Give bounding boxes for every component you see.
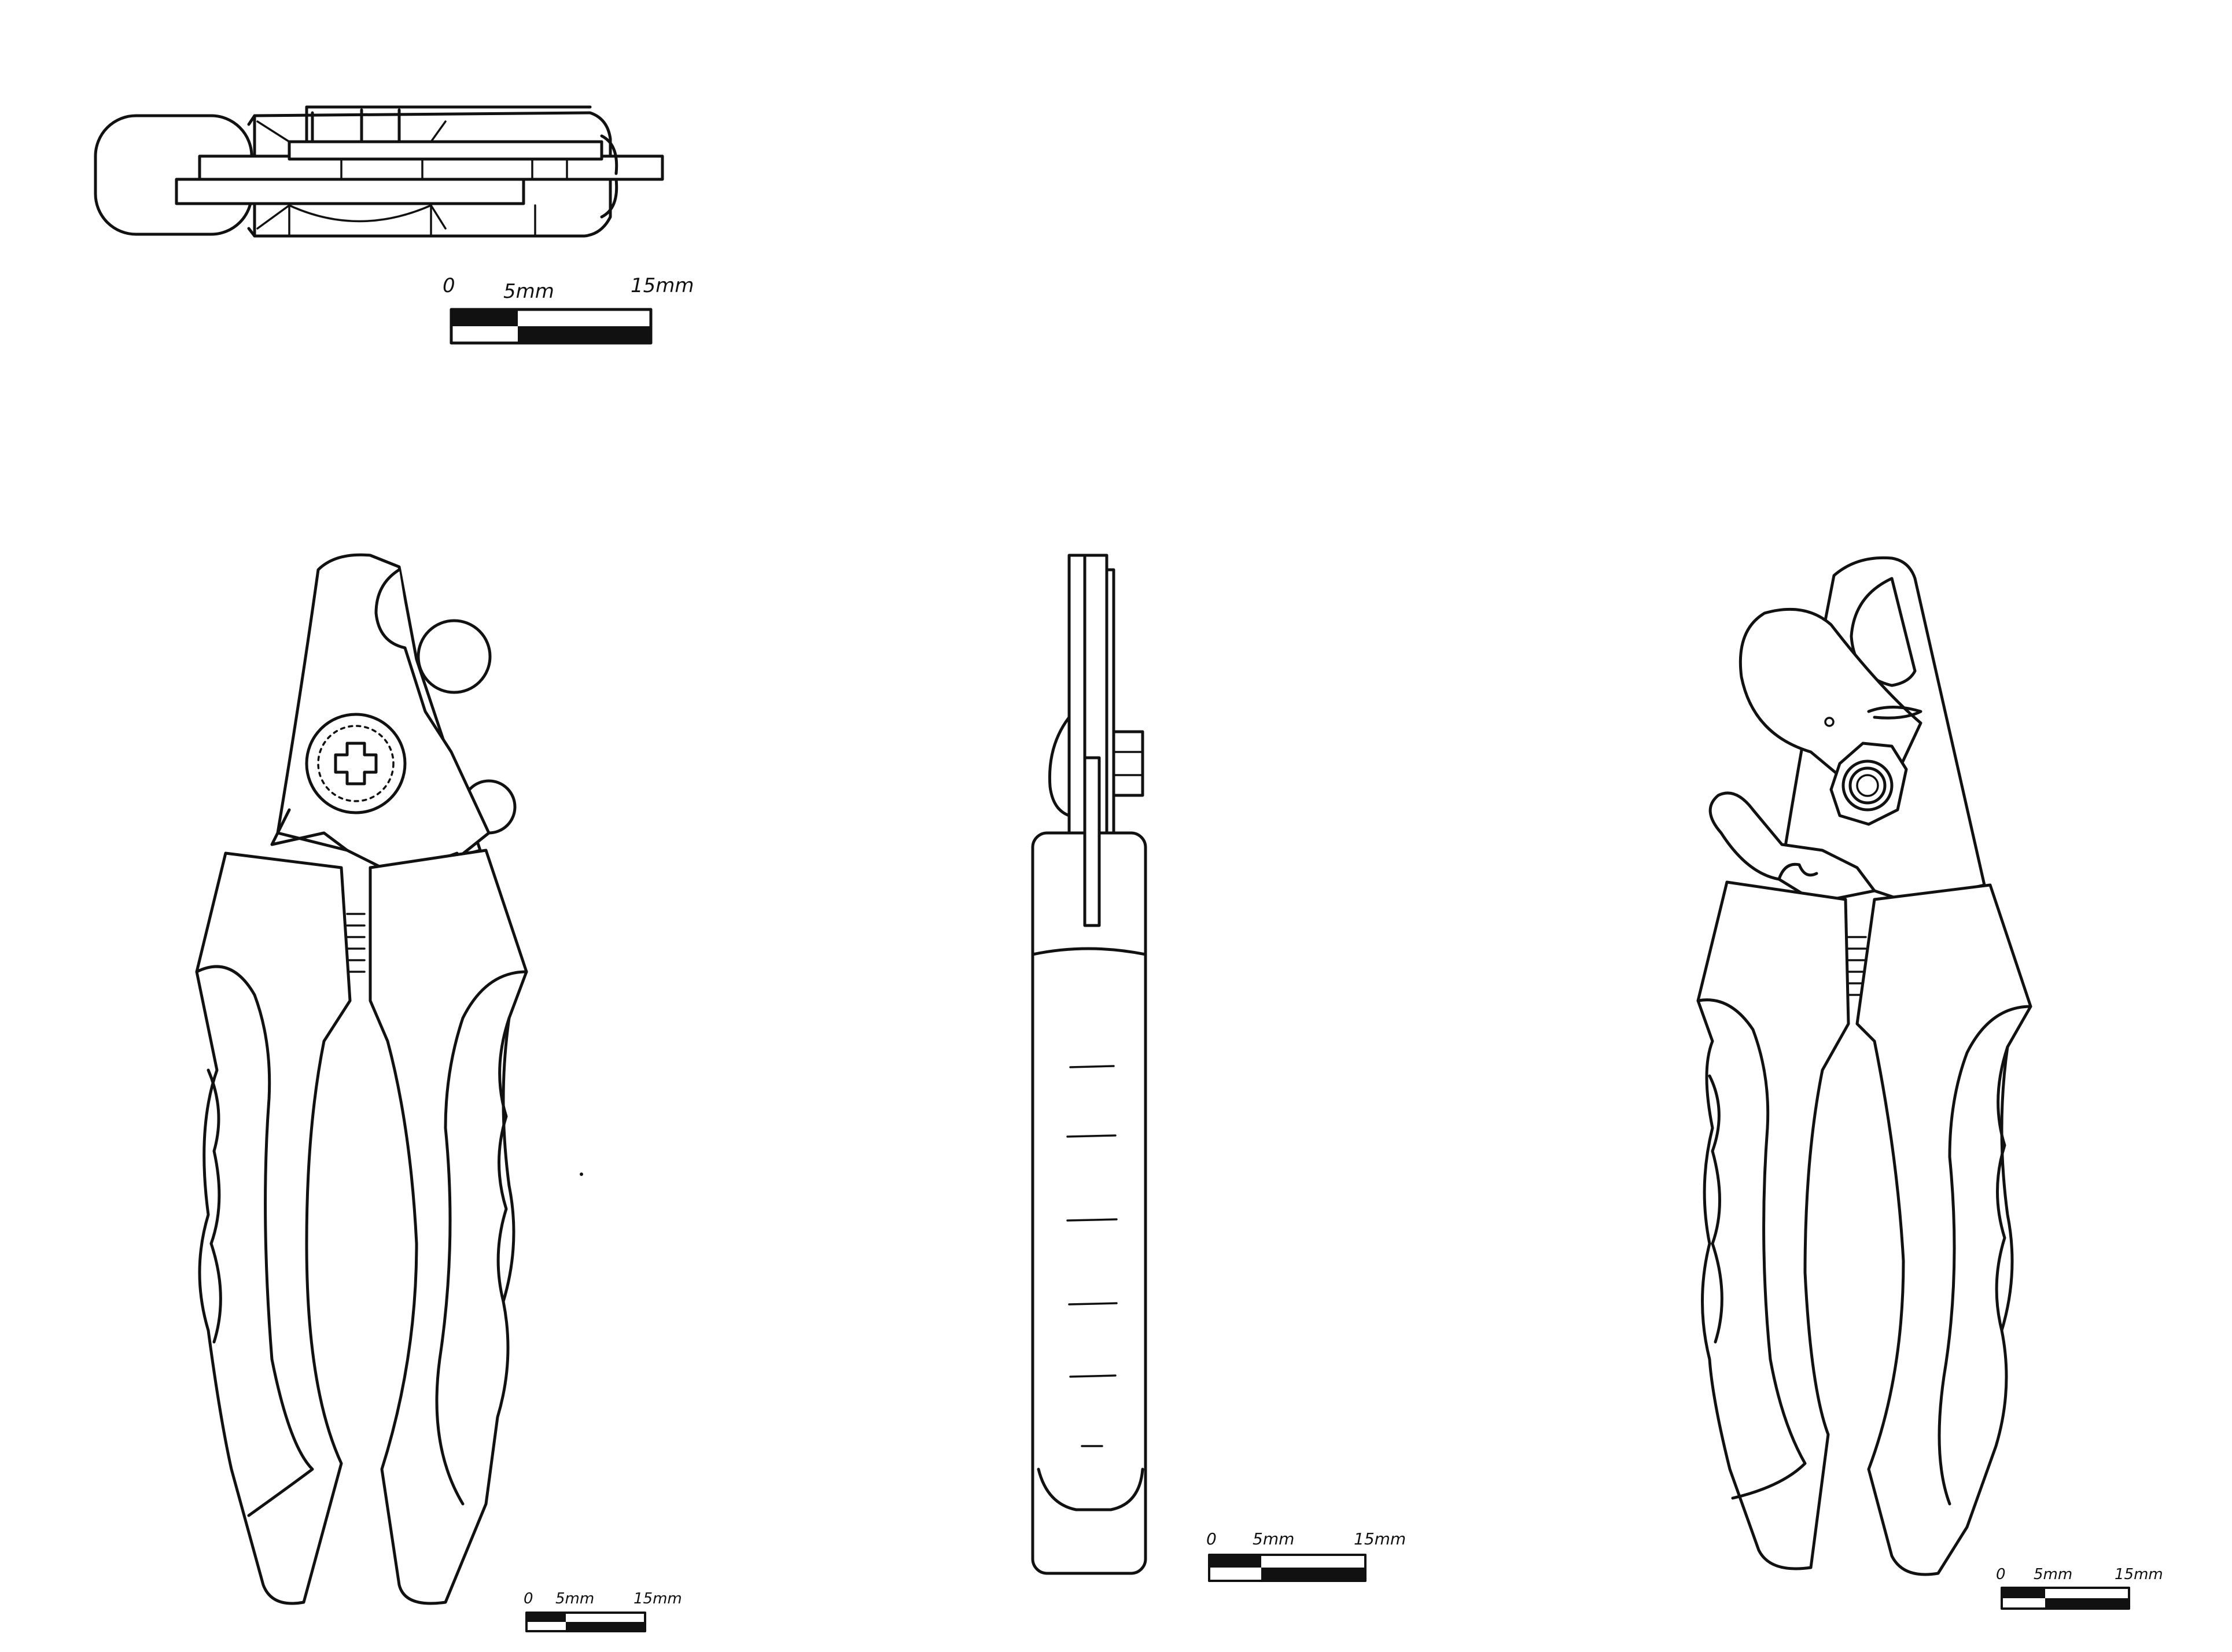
scale-label-end: 15mm <box>1354 1529 1406 1548</box>
top-view <box>94 105 664 238</box>
scale-label-zero: 0 <box>524 1590 533 1607</box>
scale-bar-front: 0 5mm 15mm <box>524 1590 682 1632</box>
back-view: 0 5mm 15mm <box>1696 556 2163 1610</box>
scale-label-mid: 5mm <box>1253 1529 1294 1548</box>
scale-label-end: 15mm <box>631 274 694 297</box>
scale-label-mid: 5mm <box>555 1590 594 1607</box>
scale-bar-side: 0 5mm 15mm <box>1206 1529 1406 1582</box>
scale-label-mid: 5mm <box>2034 1566 2072 1583</box>
stray-dot <box>580 1172 583 1176</box>
scale-label-end: 15mm <box>633 1590 682 1607</box>
front-view: 0 5mm 15mm <box>195 553 682 1632</box>
scale-label-end: 15mm <box>2115 1566 2163 1583</box>
scale-label-zero: 0 <box>443 274 455 297</box>
side-view: 0 5mm 15mm <box>1031 554 1406 1582</box>
pivot-screw-icon <box>305 713 407 814</box>
scale-label-zero: 0 <box>1206 1529 1217 1548</box>
scale-label-zero: 0 <box>1996 1566 2006 1583</box>
scale-bar-back: 0 5mm 15mm <box>1996 1566 2163 1610</box>
scale-bar-top: 0 5mm 15mm <box>443 274 694 345</box>
scale-label-mid: 5mm <box>503 280 554 303</box>
